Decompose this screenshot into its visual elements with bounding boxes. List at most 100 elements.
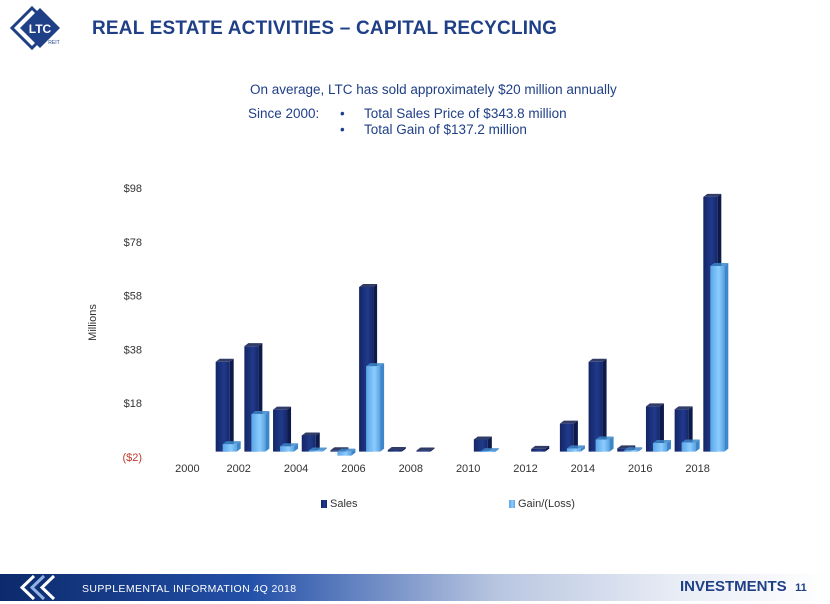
gain-bar-side <box>580 445 585 452</box>
x-tick-label: 2010 <box>456 463 480 475</box>
gain-bar-top <box>595 436 614 440</box>
gain-bar-top <box>681 439 700 443</box>
gain-bar-side <box>724 263 729 452</box>
gain-bar-top <box>251 410 270 414</box>
x-tick-label: 2018 <box>685 463 709 475</box>
sales-bar <box>559 423 574 452</box>
y-tick-label: $58 <box>124 291 142 303</box>
sales-bar <box>416 450 431 452</box>
footer-label: SUPPLEMENTAL INFORMATION 4Q 2018 <box>82 583 297 595</box>
sales-bar-top <box>645 403 664 407</box>
y-tick-label: $78 <box>124 237 142 249</box>
x-tick-label: 2006 <box>341 463 365 475</box>
gain-bar-side <box>695 439 700 452</box>
sales-bar <box>301 435 316 452</box>
footer-section-title: INVESTMENTS <box>680 578 787 595</box>
logo-subtext: REIT <box>48 40 59 46</box>
average-sales-text: On average, LTC has sold approximately $… <box>250 82 617 97</box>
gain-bar-side <box>265 410 270 452</box>
y-tick-label: ($2) <box>122 452 142 464</box>
logo-text: LTC <box>29 22 52 36</box>
gain-bar <box>624 450 639 452</box>
sales-bar-top <box>416 447 435 451</box>
chevron-logo-icon <box>19 574 56 601</box>
gain-bar-side <box>638 447 643 452</box>
y-tick-label: $38 <box>124 344 142 356</box>
capital-recycling-chart: ($2) $18 $38 $58 $78 $98 Millions 2000 2002 2004 2… <box>87 183 729 510</box>
gain-bar <box>681 442 696 452</box>
sales-bar-side <box>545 445 550 452</box>
gain-bar-top <box>308 447 327 451</box>
sales-bar-top <box>703 193 722 197</box>
since-label: Since 2000: <box>248 106 320 121</box>
sales-bar-side <box>659 403 664 452</box>
sales-bar <box>387 450 402 452</box>
sales-bar <box>531 448 546 452</box>
y-tick-label: $98 <box>124 183 142 195</box>
gain-bar <box>480 451 495 453</box>
gain-bar-side <box>380 363 385 452</box>
sales-bar-top <box>359 283 378 287</box>
gain-bar <box>652 443 667 452</box>
gain-bar-top <box>710 263 729 267</box>
gain-bar <box>366 366 381 452</box>
sales-bar-top <box>674 406 693 410</box>
x-tick-label: 2016 <box>628 463 652 475</box>
gain-bar <box>308 450 323 452</box>
gain-bar-side <box>236 441 241 452</box>
sales-bar-top <box>301 432 320 436</box>
sales-bar-top <box>387 447 406 451</box>
footer-bar <box>0 574 830 601</box>
x-tick-label: 2012 <box>513 463 537 475</box>
gain-bar <box>337 451 352 456</box>
legend-swatch <box>509 500 515 508</box>
gain-bar-side <box>609 436 614 452</box>
x-tick-label: 2008 <box>399 463 423 475</box>
gain-bar-top <box>480 448 499 452</box>
gain-bar-top <box>280 443 299 447</box>
sales-bar <box>588 361 603 452</box>
ltc-logo: LTC REIT <box>10 6 60 50</box>
gain-bar <box>280 446 295 452</box>
sales-bar <box>617 448 632 452</box>
sales-bar-side <box>401 447 406 452</box>
x-tick-label: 2002 <box>226 463 250 475</box>
gain-bar-side <box>294 443 299 452</box>
x-tick-label: 2004 <box>284 463 308 475</box>
sales-bar-side <box>602 358 607 452</box>
sales-bar-top <box>588 358 607 362</box>
page-title: REAL ESTATE ACTIVITIES – CAPITAL RECYCLI… <box>92 18 558 39</box>
sales-bar-top <box>244 343 263 347</box>
gain-bar <box>251 413 266 452</box>
x-tick-label: 2000 <box>175 463 199 475</box>
gain-bar-side <box>322 447 327 452</box>
gain-bar <box>595 439 610 452</box>
sales-bar <box>330 450 345 452</box>
sales-bar-top <box>531 445 550 449</box>
sales-bar-side <box>315 432 320 452</box>
sales-bar-top <box>559 420 578 424</box>
legend-label: Gain/(Loss) <box>518 498 575 510</box>
legend-label: Sales <box>330 498 358 510</box>
bullet-total-gain: • Total Gain of $137.2 million <box>340 122 527 137</box>
gain-bar-side <box>494 448 499 453</box>
gain-bar <box>710 266 725 452</box>
sales-bar-top <box>473 436 492 440</box>
gain-bar-top <box>222 441 241 445</box>
gain-bar-side <box>351 448 356 456</box>
legend-swatch <box>321 500 327 508</box>
sales-bar-side <box>573 420 578 452</box>
bullet-total-sales: • Total Sales Price of $343.8 million <box>340 106 567 121</box>
sales-bar-top <box>215 358 234 362</box>
sales-bar-side <box>430 447 435 452</box>
gain-bar-top <box>566 445 585 449</box>
sales-bar-top <box>273 406 292 410</box>
sales-bar <box>215 361 230 452</box>
footer: SUPPLEMENTAL INFORMATION 4Q 2018 INVESTM… <box>0 574 830 604</box>
gain-bar-top <box>652 440 671 444</box>
y-axis-title: Millions <box>87 304 99 341</box>
page-number: 11 <box>795 582 807 594</box>
sales-bar-side <box>287 406 292 452</box>
sales-bar-side <box>229 358 234 452</box>
sales-bar-side <box>487 436 492 452</box>
